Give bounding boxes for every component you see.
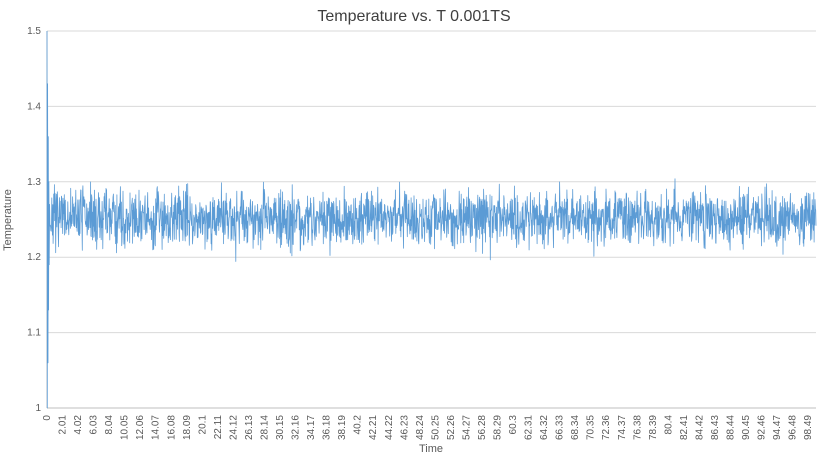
x-tick-label: 22.11	[213, 415, 224, 440]
x-tick-label: 68.34	[570, 415, 581, 440]
x-tick-label: 78.39	[648, 415, 659, 440]
x-tick-label: 70.35	[586, 415, 597, 440]
x-tick-label: 2.01	[58, 415, 69, 435]
x-axis-title: Time	[419, 443, 443, 455]
x-tick-label: 56.28	[477, 415, 488, 440]
x-tick-label: 74.37	[617, 415, 628, 440]
temperature-series-line	[46, 30, 817, 409]
x-tick-label: 34.17	[306, 415, 317, 440]
x-tick-label: 64.32	[539, 415, 550, 440]
x-tick-label: 44.22	[384, 415, 395, 440]
x-tick-label: 86.43	[710, 415, 721, 440]
y-tick-label: 1.1	[27, 328, 41, 339]
x-tick-label: 66.33	[555, 415, 566, 440]
x-tick-label: 6.03	[89, 415, 100, 435]
x-tick-label: 8.04	[104, 415, 115, 435]
x-tick-label: 46.23	[399, 415, 410, 440]
x-tick-label: 12.06	[135, 415, 146, 440]
x-tick-label: 80.4	[663, 415, 674, 435]
x-tick-label: 76.38	[632, 415, 643, 440]
y-tick-label: 1	[35, 403, 41, 414]
chart-title: Temperature vs. T 0.001TS	[317, 8, 510, 25]
y-tick-label: 1.2	[27, 252, 41, 263]
x-tick-label: 58.29	[493, 415, 504, 440]
x-tick-label: 14.07	[151, 415, 162, 440]
y-tick-label: 1.5	[27, 26, 41, 37]
x-tick-label: 4.02	[73, 415, 84, 435]
x-tick-label: 16.08	[166, 415, 177, 440]
x-tick-label: 88.44	[726, 415, 737, 440]
x-tick-label: 94.47	[772, 415, 783, 440]
x-tick-label: 84.42	[694, 415, 705, 440]
y-axis-tick-labels: 1 1.1 1.2 1.3 1.4 1.5	[27, 26, 41, 414]
x-tick-label: 28.14	[259, 415, 270, 440]
x-tick-label: 42.21	[368, 415, 379, 440]
x-tick-label: 48.24	[415, 415, 426, 440]
x-tick-label: 92.46	[757, 415, 768, 440]
x-tick-label: 50.25	[430, 415, 441, 440]
x-tick-label: 38.19	[337, 415, 348, 440]
x-tick-label: 82.41	[679, 415, 690, 440]
y-tick-label: 1.3	[27, 177, 41, 188]
x-tick-label: 90.45	[741, 415, 752, 440]
x-tick-label: 54.27	[461, 415, 472, 440]
x-axis-tick-labels: 0 2.01 4.02 6.03 8.04 10.05 12.06 14.07 16.08 18.…	[42, 415, 814, 440]
x-tick-label: 62.31	[524, 415, 535, 440]
x-tick-label: 72.36	[601, 415, 612, 440]
x-tick-label: 24.12	[228, 415, 239, 440]
x-tick-label: 52.26	[446, 415, 457, 440]
x-tick-label: 0	[42, 415, 53, 421]
x-tick-label: 26.13	[244, 415, 255, 440]
x-tick-label: 36.18	[322, 415, 333, 440]
x-tick-label: 60.3	[508, 415, 519, 435]
y-tick-label: 1.4	[27, 101, 41, 112]
x-tick-label: 18.09	[182, 415, 193, 440]
x-tick-label: 10.05	[120, 415, 131, 440]
x-tick-label: 20.1	[197, 415, 208, 435]
x-tick-label: 98.49	[803, 415, 814, 440]
x-tick-label: 30.15	[275, 415, 286, 440]
x-tick-label: 32.16	[291, 415, 302, 440]
x-tick-label: 96.48	[788, 415, 799, 440]
y-axis-title: Temperature	[2, 189, 14, 251]
x-tick-label: 40.2	[353, 415, 364, 435]
